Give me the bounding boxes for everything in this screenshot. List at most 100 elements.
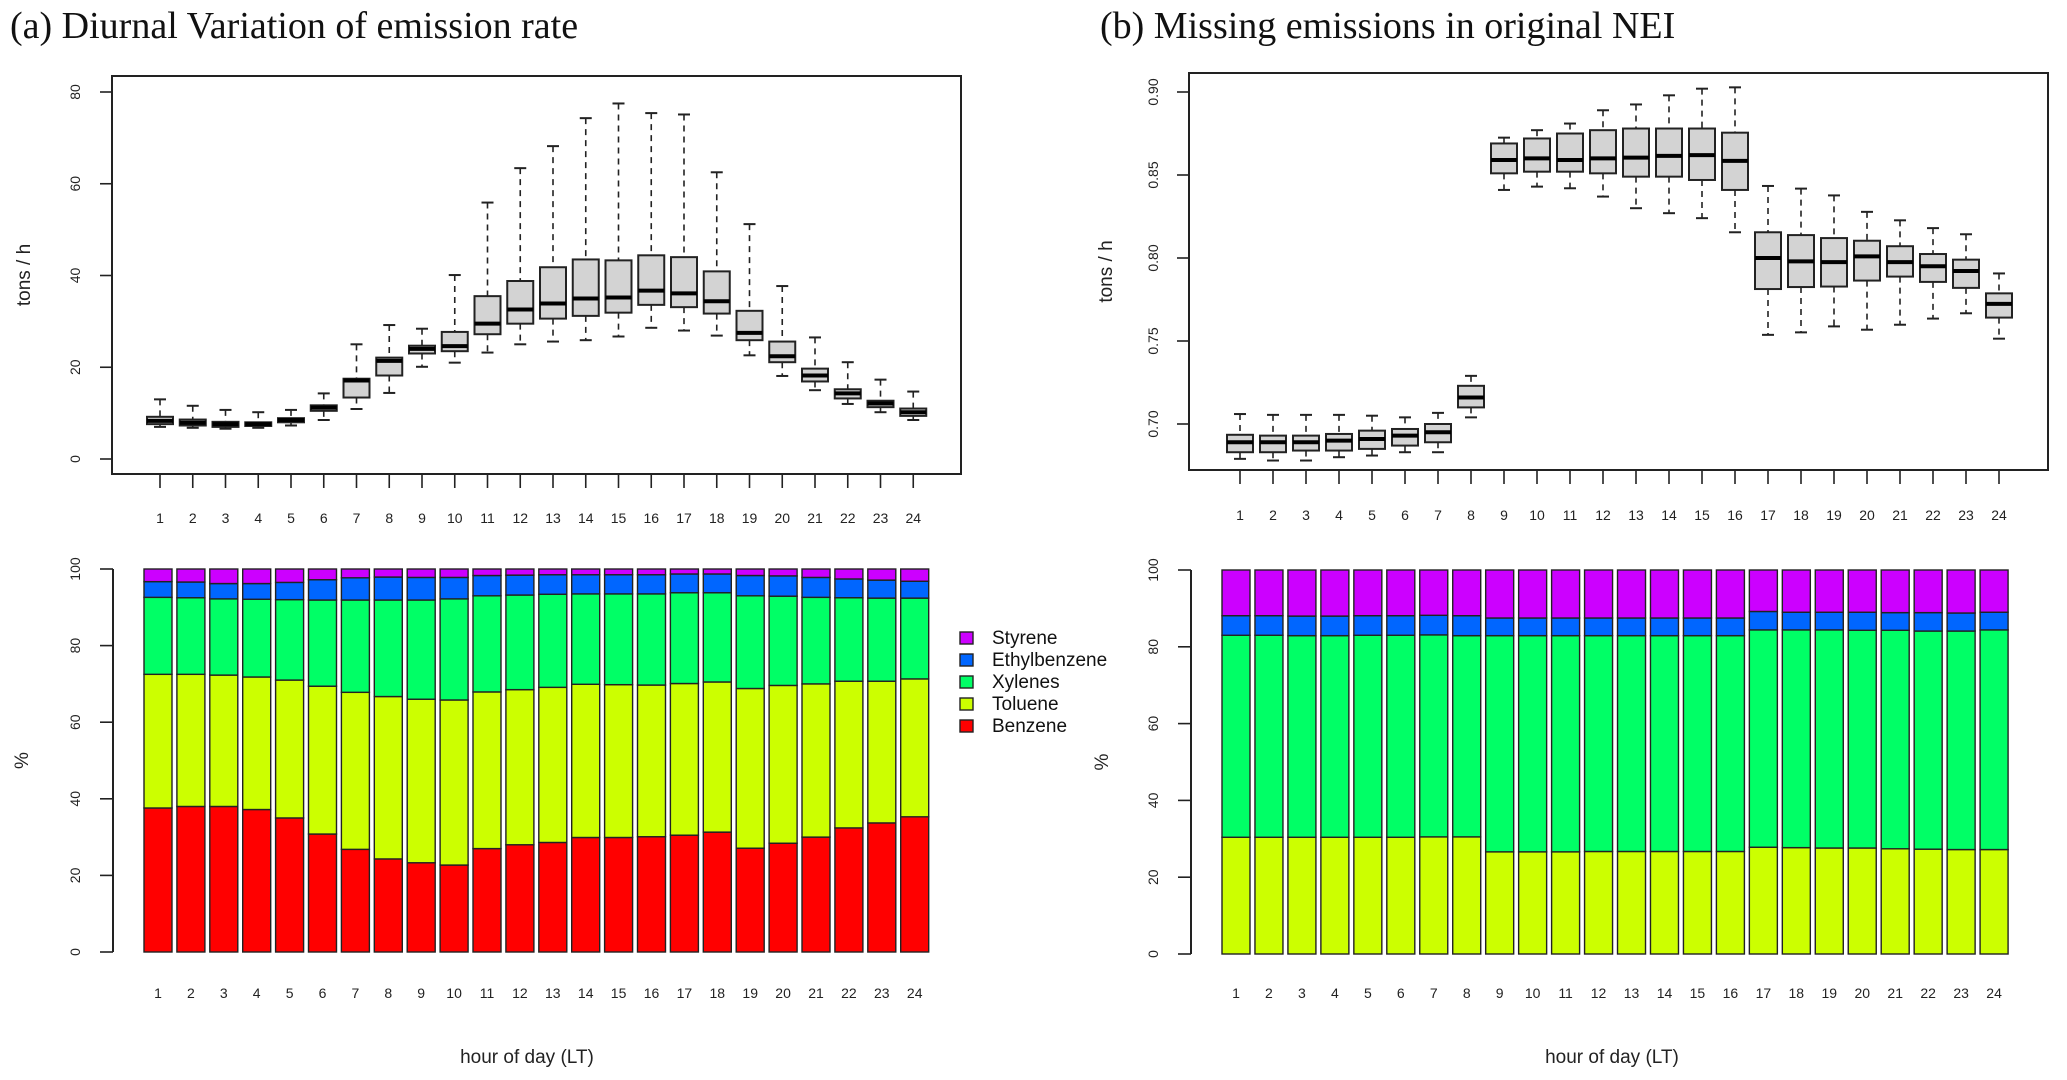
x-tick-label: 14	[1661, 507, 1677, 523]
box-hour-17	[670, 113, 698, 332]
bar-segment-xylenes	[636, 593, 667, 686]
bar-segment-ethylbenzene	[1353, 614, 1383, 636]
bar-hour-6	[1386, 569, 1416, 955]
x-tick-label: 9	[417, 985, 425, 1001]
bar-segment-toluene	[1715, 850, 1746, 955]
bar-segment-toluene	[1913, 848, 1943, 955]
x-tick-label: 15	[611, 510, 627, 526]
bar-segment-benzene	[505, 844, 535, 953]
x-tick-label: 22	[840, 510, 856, 526]
bar-segment-toluene	[1386, 836, 1416, 955]
bar-segment-benzene	[900, 816, 930, 953]
bar-segment-toluene	[1221, 836, 1251, 955]
x-tick-label: 18	[710, 985, 726, 1001]
y-tick-label: 0	[67, 455, 83, 463]
bar-segment-benzene	[867, 822, 897, 953]
bar-segment-benzene	[307, 833, 338, 953]
y-tick-label: 60	[1145, 716, 1161, 732]
bar-hour-1	[1221, 569, 1251, 955]
x-tick-label: 9	[418, 510, 426, 526]
box-hour-7	[1424, 411, 1452, 454]
bar-hour-22	[1913, 569, 1943, 955]
bar-segment-ethylbenzene	[801, 576, 831, 599]
y-tick-label: 60	[67, 714, 83, 730]
bar-segment-ethylbenzene	[1979, 611, 2009, 631]
bar-segment-ethylbenzene	[274, 581, 305, 601]
bar-segment-xylenes	[241, 598, 272, 678]
box-hour-2	[1259, 413, 1287, 462]
bar-segment-ethylbenzene	[1221, 614, 1251, 636]
x-tick-label: 21	[808, 985, 824, 1001]
bar-segment-toluene	[209, 674, 239, 808]
bar-segment-toluene	[1649, 850, 1680, 955]
x-tick-label: 1	[1236, 507, 1244, 523]
bar-segment-xylenes	[1814, 629, 1844, 849]
bar-segment-xylenes	[1847, 629, 1877, 849]
box-hour-12	[1589, 109, 1617, 198]
bar-hour-5	[1353, 569, 1383, 955]
box-hour-21	[801, 336, 829, 392]
bar-segment-toluene	[834, 680, 864, 829]
iqr-box	[670, 256, 698, 309]
bar-segment-benzene	[768, 842, 798, 953]
bar-segment-styrene	[1847, 569, 1877, 613]
bar-segment-benzene	[406, 862, 436, 953]
x-tick-label: 10	[1525, 985, 1541, 1001]
y-axis-title: %	[1092, 753, 1113, 770]
x-tick-label: 8	[384, 985, 392, 1001]
bar-segment-styrene	[340, 568, 371, 579]
bar-segment-benzene	[669, 834, 700, 953]
bar-segment-ethylbenzene	[1913, 611, 1943, 632]
y-tick-label: 60	[67, 176, 83, 192]
bar-segment-styrene	[439, 568, 469, 579]
bar-segment-ethylbenzene	[735, 574, 765, 597]
bar-hour-12	[505, 568, 535, 953]
iqr-box	[506, 280, 535, 325]
bar-segment-toluene	[867, 680, 897, 824]
bar-segment-benzene	[439, 864, 469, 953]
x-tick-label: 24	[905, 510, 921, 526]
bar-hour-7	[340, 568, 371, 953]
bar-segment-xylenes	[538, 593, 568, 689]
x-tick-label: 18	[709, 510, 725, 526]
box-hour-9	[408, 327, 436, 368]
bar-segment-xylenes	[1583, 634, 1614, 853]
box-hour-10	[440, 274, 469, 364]
bar-segment-styrene	[669, 568, 700, 575]
bar-segment-ethylbenzene	[538, 574, 568, 595]
iqr-box	[768, 340, 797, 364]
bar-segment-xylenes	[1748, 629, 1779, 848]
x-tick-label: 24	[1986, 985, 2002, 1001]
bar-segment-styrene	[1649, 569, 1680, 619]
x-tick-label: 14	[578, 985, 594, 1001]
bar-segment-ethylbenzene	[768, 575, 798, 597]
x-tick-label: 4	[1331, 985, 1339, 1001]
x-tick-label: 8	[385, 510, 393, 526]
box-hour-19	[1820, 194, 1848, 328]
x-tick-label: 11	[480, 985, 495, 1001]
bar-segment-styrene	[1254, 569, 1284, 617]
bar-hour-4	[241, 568, 272, 953]
box-hour-1	[1226, 413, 1254, 460]
legend-label: Toluene	[992, 694, 1059, 715]
bar-segment-styrene	[1880, 569, 1910, 614]
bar-segment-ethylbenzene	[900, 580, 930, 599]
x-tick-label: 19	[742, 510, 758, 526]
bar-hour-15	[603, 568, 634, 953]
bar-hour-11	[1550, 569, 1581, 955]
x-tick-label: 2	[189, 510, 197, 526]
bar-segment-ethylbenzene	[1419, 614, 1449, 636]
bar-segment-xylenes	[1452, 634, 1482, 838]
x-tick-label: 7	[352, 985, 360, 1001]
iqr-box	[735, 309, 764, 342]
x-tick-label: 22	[841, 985, 857, 1001]
bar-segment-xylenes	[603, 593, 634, 686]
box-hour-16	[1721, 86, 1749, 234]
bar-segment-toluene	[1452, 836, 1482, 955]
x-tick-label: 15	[611, 985, 627, 1001]
box-hour-23	[866, 378, 895, 414]
bar-segment-styrene	[1913, 569, 1943, 614]
bar-segment-xylenes	[1781, 629, 1812, 849]
bar-segment-toluene	[1353, 836, 1383, 955]
